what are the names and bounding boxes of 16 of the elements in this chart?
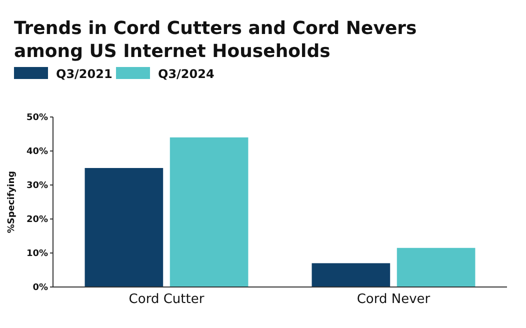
y-tick-label: 50% xyxy=(26,113,48,124)
bar xyxy=(84,168,164,287)
legend-label: Q3/2021 xyxy=(56,67,112,81)
bar xyxy=(170,137,248,287)
chart-title: Trends in Cord Cutters and Cord Nevers among US Internet Households xyxy=(14,18,417,62)
y-tick-label: 30% xyxy=(26,181,48,192)
y-tick-label: 40% xyxy=(26,147,48,158)
legend-label: Q3/2024 xyxy=(158,67,214,81)
y-tick-label: 0% xyxy=(32,283,48,294)
bar xyxy=(312,263,390,287)
bar xyxy=(396,248,476,287)
x-tick-label: Cord Never xyxy=(356,292,431,307)
y-tick-label: 10% xyxy=(26,249,48,260)
y-axis-title: %Specifying xyxy=(7,170,17,234)
y-tick-label: 20% xyxy=(26,215,48,226)
x-tick-label: Cord Cutter xyxy=(128,292,205,307)
